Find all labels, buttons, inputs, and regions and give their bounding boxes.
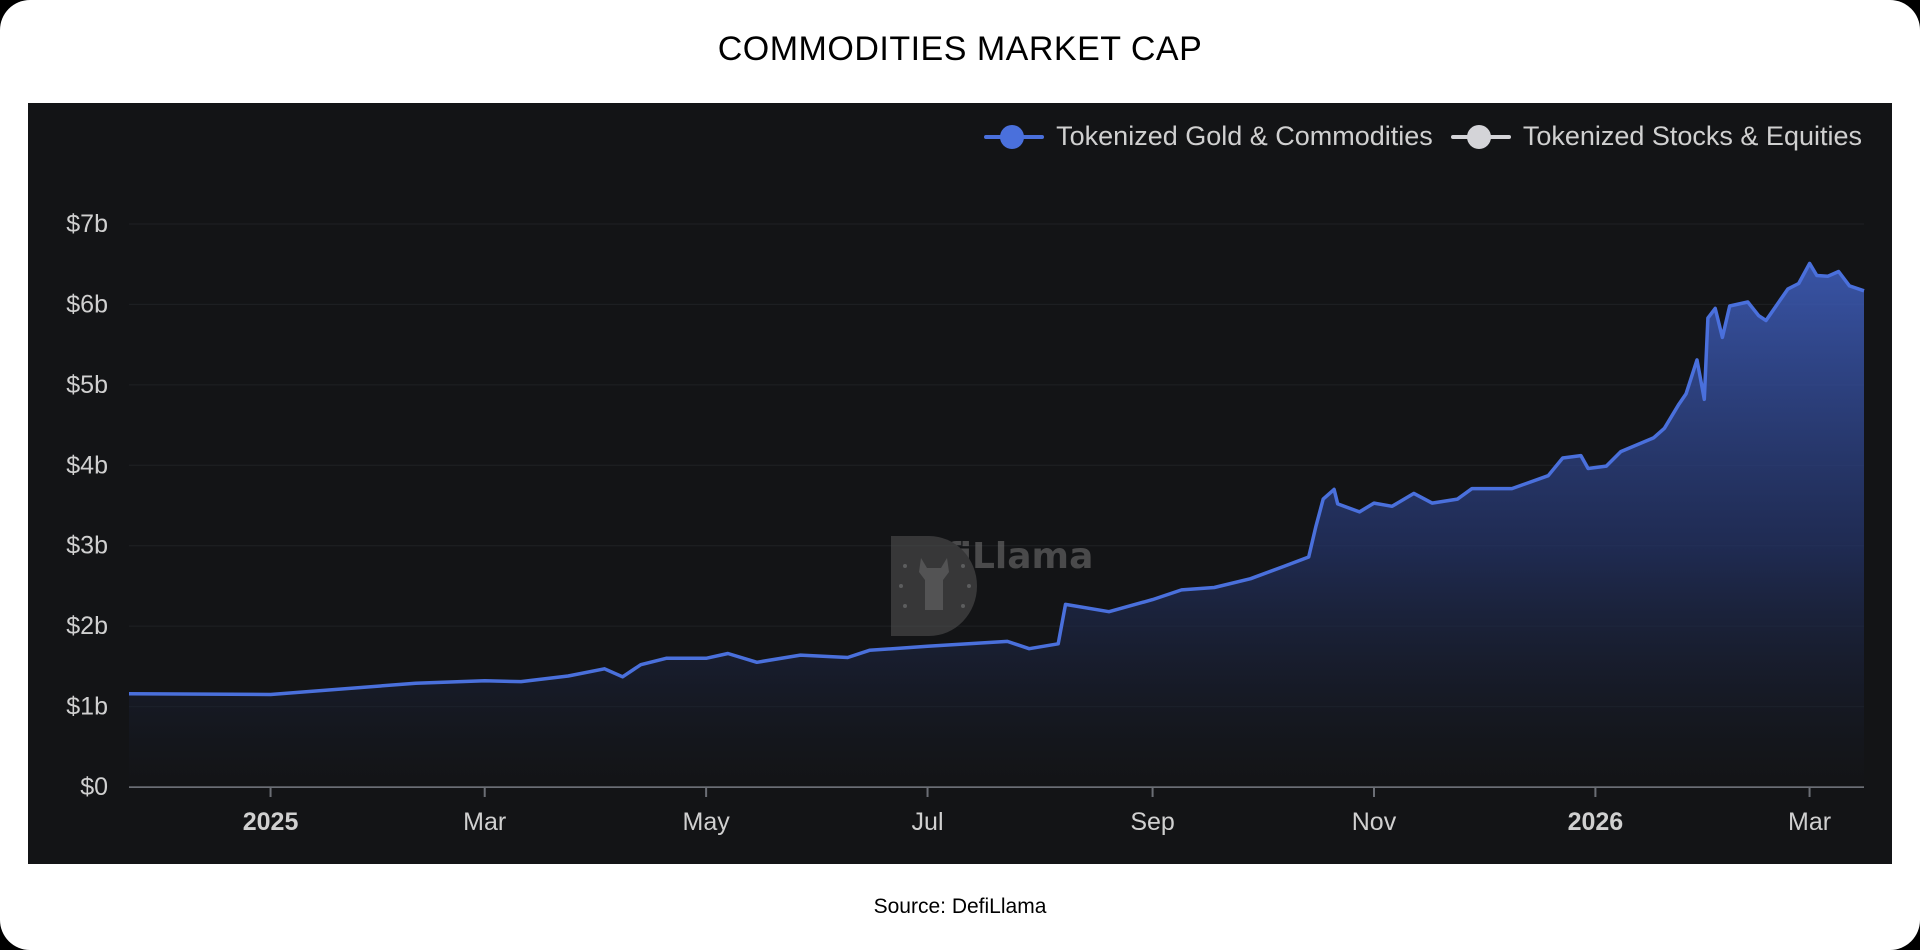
chart-panel: $0 $1b $2b $3b $4b $5b $6b $7b 2025 Mar May Jul Sep… [28,103,1892,864]
x-tick-label: Mar [1788,808,1831,836]
y-tick-label: $3b [66,532,108,560]
y-tick-label: $4b [66,451,108,479]
y-tick-label: $7b [66,210,108,238]
series-line-0 [128,261,1865,697]
y-tick-label: $0 [80,773,108,801]
y-tick-label: $2b [66,612,108,640]
y-tick-label: $1b [66,693,108,721]
source-caption: Source: DefiLlama [873,895,1047,918]
x-tick-label: 2025 [243,808,299,836]
y-tick-label: $5b [66,371,108,399]
legend-label: Tokenized Stocks & Equities [1522,121,1862,151]
y-tick-label: $6b [66,290,108,318]
x-tick-label: Nov [1352,808,1397,836]
defillama-logo-icon [891,536,977,636]
x-tick-label: Sep [1130,808,1174,836]
legend-item-stocks[interactable]: Tokenized Stocks & Equities [1450,121,1862,152]
x-tick-label: May [683,808,731,836]
legend-marker-icon [984,122,1045,152]
x-tick-label: Jul [912,808,944,836]
x-tick-label: Mar [463,808,506,836]
defillama-watermark: DefiLlama [891,536,1093,636]
chart-svg: $0 $1b $2b $3b $4b $5b $6b $7b 2025 Mar May Jul Sep… [66,210,1865,836]
legend-item-gold[interactable]: Tokenized Gold & Commodities [984,121,1433,152]
chart-title: COMMODITIES MARKET CAP [717,30,1203,68]
series-area-0 [129,263,1864,787]
legend: Tokenized Gold & Commodities Tokenized S… [984,121,1862,152]
x-tick-label: 2026 [1568,808,1624,836]
legend-marker-icon [1450,122,1511,152]
legend-label: Tokenized Gold & Commodities [1056,121,1433,151]
